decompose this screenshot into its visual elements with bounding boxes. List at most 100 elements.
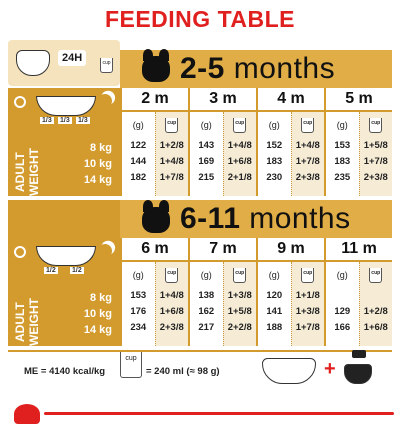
grams-cell: 152 [266, 140, 283, 151]
grams-cell: 183 [334, 156, 351, 167]
age-column: (g) 122 144 182 cup 1+2/8 1+4/8 1+7/8 [120, 112, 188, 196]
cups-cell: 1+7/8 [363, 156, 388, 167]
grams-column: (g) 153 183 235 [326, 112, 359, 196]
age-column: (g) 120 141 188 cup 1+1/8 1+3/8 1+7/8 [256, 262, 324, 346]
cups-column: cup 1+1/8 1+3/8 1+7/8 [290, 262, 324, 346]
cups-cell: 1+2/8 [159, 140, 184, 151]
grams-column: (g) 153 176 234 [122, 262, 155, 346]
grams-cell: 235 [334, 172, 351, 183]
grams-cell: 144 [130, 156, 147, 167]
grams-column: (g) 138 162 217 [190, 262, 223, 346]
grams-cell: 143 [198, 140, 215, 151]
cup-icon: cup [301, 118, 315, 133]
grams-cell: 122 [130, 140, 147, 151]
cup-icon-label: cup [371, 120, 381, 126]
cups-cell: 1+6/8 [159, 306, 184, 317]
age-5m: 5 m [324, 88, 392, 112]
age-11m: 11 m [324, 238, 392, 262]
grams-unit-label: (g) [336, 120, 348, 130]
section2-grid: (g) 153 176 234 cup 1+4/8 1+6/8 2+3/8 (g) 138 162 2… [120, 262, 392, 346]
section1-grid: (g) 122 144 182 cup 1+2/8 1+4/8 1+7/8 (g) 143 169 2… [120, 112, 392, 196]
cup-header: cup [301, 262, 315, 288]
cups-cell: 2+1/8 [227, 172, 252, 183]
section1-unit: months [233, 52, 336, 85]
age-column: (g) 153 183 235 cup 1+5/8 1+7/8 2+3/8 [324, 112, 392, 196]
grams-unit-label: (g) [336, 270, 348, 280]
cups-cell: 2+2/8 [227, 322, 252, 333]
footer-bowl-icon [262, 358, 316, 384]
weight-8kg-2: 8 kg [89, 292, 112, 304]
cups-cell: 1+7/8 [295, 322, 320, 333]
grams-cell: 120 [266, 290, 283, 301]
grams-cell: 182 [130, 172, 147, 183]
grams-cell: 141 [266, 306, 283, 317]
plus-sign: + [324, 358, 336, 380]
grams-cell: 176 [130, 306, 147, 317]
age-column: (g) 129 166 cup 1+2/8 1+6/8 [324, 262, 392, 346]
cups-cell: 1+2/8 [363, 306, 388, 317]
cups-cell: 1+4/8 [159, 156, 184, 167]
cups-cell: 1+7/8 [159, 172, 184, 183]
grams-column: (g) 152 183 230 [258, 112, 291, 196]
section1-age-row: 2 m 3 m 4 m 5 m [120, 88, 392, 112]
cup-icon: cup [233, 118, 247, 133]
cups-cell: 1+5/8 [363, 140, 388, 151]
fraction-1a: 1/3 [40, 117, 54, 124]
cups-cell: 1+4/8 [227, 140, 252, 151]
cups-cell: 1+4/8 [295, 140, 320, 151]
weight-10kg-2: 10 kg [83, 308, 112, 320]
grams-cell: 234 [130, 322, 147, 333]
grams-cell: 129 [334, 306, 351, 317]
feeding-table-title: FEEDING TABLE [104, 6, 296, 32]
cup-icon-label: cup [303, 270, 313, 276]
grams-cell: 217 [198, 322, 215, 333]
grams-column: (g) 143 169 215 [190, 112, 223, 196]
section2-unit: months [249, 202, 351, 235]
cups-column: cup 1+2/8 1+4/8 1+7/8 [154, 112, 188, 196]
age-column: (g) 143 169 215 cup 1+4/8 1+6/8 2+1/8 [188, 112, 256, 196]
grams-cell: 215 [198, 172, 215, 183]
cup-icon: cup [369, 118, 383, 133]
age-9m: 9 m [256, 238, 324, 262]
cup-header: cup [165, 112, 179, 138]
grams-cell: 153 [334, 140, 351, 151]
cup-icon: cup [369, 268, 383, 283]
crown-logo-icon [14, 404, 40, 424]
section2-title: 6-11 months [180, 202, 351, 236]
cup-icon: cup [165, 268, 179, 283]
cups-cell: 1+6/8 [227, 156, 252, 167]
cups-cell: 2+3/8 [159, 322, 184, 333]
grams-cell: 188 [266, 322, 283, 333]
fraction-1c: 1/3 [76, 117, 90, 124]
section1-range: 2-5 [180, 52, 225, 85]
bowl-icon [16, 50, 50, 76]
age-6m: 6 m [120, 238, 188, 262]
cup-header: cup [301, 112, 315, 138]
cup-icon-label: cup [102, 60, 111, 66]
cup-icon: cup [100, 58, 113, 73]
weight-8kg-1: 8 kg [89, 142, 112, 154]
metabolizable-energy: ME = 4140 kcal/kg [24, 366, 106, 377]
fraction-2a: 1/2 [44, 267, 58, 274]
adult-label-1: ADULT [13, 152, 27, 192]
grams-unit-label: (g) [132, 120, 144, 130]
water-bowl-icon [344, 364, 372, 384]
cup-icon: cup [165, 118, 179, 133]
cups-cell: 2+3/8 [295, 172, 320, 183]
cups-cell: 2+3/8 [363, 172, 388, 183]
grams-cell: 166 [334, 322, 351, 333]
footer-cup-icon: cup [120, 352, 142, 378]
footer-rule [8, 350, 392, 352]
cup-header: cup [369, 262, 383, 288]
grams-cell: 169 [198, 156, 215, 167]
cups-cell: 1+5/8 [227, 306, 252, 317]
cup-icon-label: cup [303, 120, 313, 126]
weight-label-2: WEIGHT [27, 298, 41, 346]
dog-icon-2 [142, 200, 170, 233]
grams-column: (g) 120 141 188 [258, 262, 291, 346]
age-4m: 4 m [256, 88, 324, 112]
cups-column: cup 1+5/8 1+7/8 2+3/8 [358, 112, 392, 196]
cup-header: cup [233, 262, 247, 288]
cups-cell: 1+6/8 [363, 322, 388, 333]
grams-cell: 230 [266, 172, 283, 183]
